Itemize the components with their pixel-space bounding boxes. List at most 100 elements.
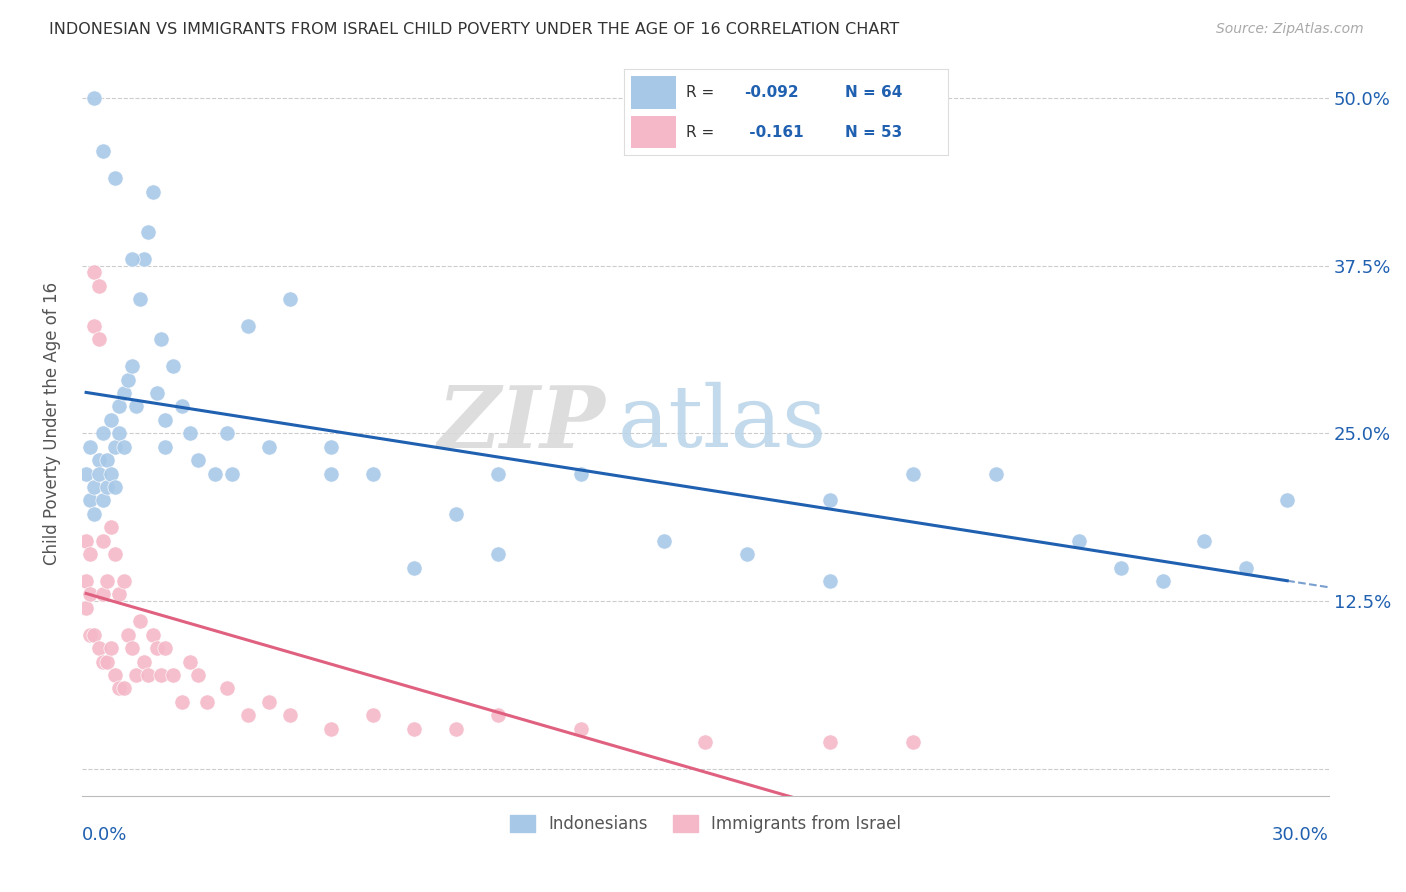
Point — [179, 655, 201, 669]
Point — [87, 641, 110, 656]
Point — [75, 533, 97, 548]
Point — [96, 453, 118, 467]
Point — [117, 628, 139, 642]
Point — [404, 560, 426, 574]
Text: 30.0%: 30.0% — [1272, 826, 1329, 844]
Point — [104, 547, 127, 561]
Point — [87, 453, 110, 467]
Point — [818, 735, 841, 749]
Point — [79, 587, 101, 601]
Legend: Indonesians, Immigrants from Israel: Indonesians, Immigrants from Israel — [503, 808, 908, 839]
Point — [75, 574, 97, 588]
Point — [91, 655, 114, 669]
Point — [162, 359, 184, 374]
Point — [87, 332, 110, 346]
Point — [321, 440, 343, 454]
Point — [217, 426, 239, 441]
Point — [145, 386, 167, 401]
Point — [195, 695, 218, 709]
Point — [257, 695, 280, 709]
Text: INDONESIAN VS IMMIGRANTS FROM ISRAEL CHILD POVERTY UNDER THE AGE OF 16 CORRELATI: INDONESIAN VS IMMIGRANTS FROM ISRAEL CHI… — [49, 22, 900, 37]
Point — [735, 547, 758, 561]
Point — [100, 467, 122, 481]
Point — [257, 440, 280, 454]
Point — [83, 480, 105, 494]
Text: Source: ZipAtlas.com: Source: ZipAtlas.com — [1216, 22, 1364, 37]
Point — [486, 467, 509, 481]
Point — [91, 587, 114, 601]
Point — [108, 400, 131, 414]
Point — [87, 278, 110, 293]
Point — [444, 722, 467, 736]
Point — [361, 467, 384, 481]
Point — [901, 735, 924, 749]
Point — [217, 681, 239, 696]
Point — [91, 533, 114, 548]
Point — [91, 426, 114, 441]
Point — [125, 400, 148, 414]
Point — [569, 722, 592, 736]
Point — [83, 318, 105, 333]
Point — [108, 426, 131, 441]
Point — [321, 467, 343, 481]
Point — [83, 265, 105, 279]
Point — [170, 400, 193, 414]
Point — [1152, 574, 1174, 588]
Point — [569, 467, 592, 481]
Point — [104, 440, 127, 454]
Point — [96, 574, 118, 588]
Point — [695, 735, 717, 749]
Point — [138, 668, 160, 682]
Point — [142, 628, 165, 642]
Point — [117, 373, 139, 387]
Point — [100, 413, 122, 427]
Point — [79, 493, 101, 508]
Point — [134, 655, 156, 669]
Point — [986, 467, 1008, 481]
Point — [361, 708, 384, 723]
Point — [112, 440, 135, 454]
Point — [1192, 533, 1215, 548]
Point — [75, 600, 97, 615]
Point — [79, 440, 101, 454]
Point — [444, 507, 467, 521]
Point — [121, 359, 143, 374]
Point — [486, 708, 509, 723]
Text: ZIP: ZIP — [437, 382, 606, 465]
Point — [91, 145, 114, 159]
Text: atlas: atlas — [619, 382, 827, 465]
Point — [134, 252, 156, 266]
Point — [170, 695, 193, 709]
Point — [221, 467, 243, 481]
Point — [901, 467, 924, 481]
Point — [83, 628, 105, 642]
Point — [129, 615, 152, 629]
Point — [104, 171, 127, 186]
Point — [104, 668, 127, 682]
Point — [125, 668, 148, 682]
Point — [129, 292, 152, 306]
Point — [108, 587, 131, 601]
Point — [278, 292, 301, 306]
Text: 0.0%: 0.0% — [82, 826, 128, 844]
Point — [818, 493, 841, 508]
Point — [100, 520, 122, 534]
Point — [187, 453, 209, 467]
Point — [79, 628, 101, 642]
Point — [1277, 493, 1299, 508]
Point — [321, 722, 343, 736]
Point — [153, 440, 176, 454]
Point — [100, 641, 122, 656]
Point — [149, 668, 172, 682]
Point — [108, 681, 131, 696]
Point — [153, 641, 176, 656]
Point — [96, 655, 118, 669]
Point — [142, 185, 165, 199]
Point — [96, 480, 118, 494]
Point — [1234, 560, 1257, 574]
Point — [83, 90, 105, 104]
Point — [153, 413, 176, 427]
Y-axis label: Child Poverty Under the Age of 16: Child Poverty Under the Age of 16 — [44, 282, 60, 565]
Point — [79, 547, 101, 561]
Point — [1069, 533, 1091, 548]
